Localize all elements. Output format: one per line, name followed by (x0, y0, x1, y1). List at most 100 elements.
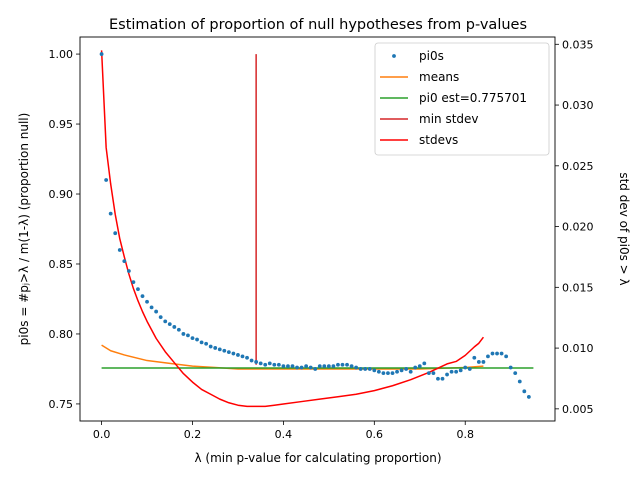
pi0s-point (204, 341, 209, 346)
pi0s-point (181, 332, 186, 336)
pi0s-point (390, 371, 395, 376)
pi0s-point (440, 376, 445, 381)
pi0s-point (131, 280, 136, 285)
pi0s-point (372, 368, 377, 373)
pi0s-point (222, 348, 227, 353)
pi0s-point (126, 269, 131, 273)
pi0s-point (504, 354, 509, 359)
pi0s-point (331, 364, 336, 369)
axes-layer: 0.0 0.2 0.4 0.6 0.8 0.75 0.80 0.85 0.90 0.95 1.00 0… (49, 38, 594, 441)
legend-label-min-stdev: min stdev (419, 112, 479, 126)
pi0s-point (258, 361, 263, 366)
pi0s-point (340, 362, 345, 367)
pi0s-point (508, 365, 513, 370)
legend-label-pi0s: pi0s (419, 49, 444, 63)
y-tick-label-left: 0.80 (49, 328, 74, 341)
pi0s-point (495, 351, 499, 356)
pi0s-point (313, 367, 318, 371)
pi0s-point (526, 395, 531, 399)
pi0s-point (336, 362, 340, 367)
pi0s-point (386, 371, 390, 376)
pi0s-point (290, 364, 295, 369)
pi0s-point (190, 336, 195, 341)
pi0s-point (104, 178, 109, 182)
y-tick-label-left: 1.00 (49, 48, 74, 61)
pi0s-point (454, 369, 459, 374)
pi0s-point (154, 309, 159, 314)
pi0s-point (99, 52, 104, 56)
pi0s-point (199, 340, 204, 345)
pi0s-point (476, 360, 481, 364)
legend-label-means: means (419, 70, 459, 84)
pi0s-point (226, 350, 231, 355)
pi0s-point (240, 354, 245, 359)
y-tick-label-right: 0.020 (562, 221, 594, 234)
pi0s-point (326, 364, 331, 369)
x-tick-label: 0.2 (184, 428, 202, 441)
legend-label-pi0-est-0-775701: pi0 est=0.775701 (419, 91, 527, 105)
legend-box (374, 42, 550, 156)
x-tick-label: 0.8 (456, 428, 474, 441)
pi0s-point (108, 211, 113, 216)
x-tick-label: 0.6 (366, 428, 384, 441)
pi0s-point (395, 369, 399, 374)
pi0s-point (431, 371, 436, 376)
y-tick-label-right: 0.015 (562, 281, 594, 294)
pi0s-point (231, 351, 236, 356)
pi0s-point (426, 371, 431, 376)
y-axis-label-left: pi0s = #pⱼ>λ / m(1-λ) (proportion null) (17, 113, 31, 346)
pi0s-point (467, 367, 472, 371)
pi0s-point (299, 365, 304, 370)
y-tick-label-right: 0.025 (562, 160, 594, 173)
pi0s-point (254, 360, 259, 364)
pi0s-point (436, 376, 440, 381)
y-tick-label-left: 0.90 (49, 188, 74, 201)
y-axis-label-right: std dev of pi0s > λ (617, 172, 631, 285)
legend-label-stdevs: stdevs (419, 133, 458, 147)
pi0s-point (376, 369, 381, 374)
stdevs-line (100, 50, 485, 408)
x-tick-label: 0.4 (275, 428, 293, 441)
pi0s-point (363, 367, 368, 371)
pi0s-point (145, 299, 149, 304)
pi0s-point (417, 364, 422, 369)
pi0s-point (354, 365, 359, 370)
y-tick-label-right: 0.035 (562, 38, 594, 51)
pi0s-point (217, 347, 222, 352)
pi0s-point (195, 337, 199, 342)
pi0s-point (113, 231, 118, 236)
pi0s-point (322, 364, 327, 369)
pi0s-point (499, 351, 504, 356)
pi0s-point (481, 360, 486, 364)
pi0s-point (486, 354, 490, 359)
pi0s-point (308, 365, 313, 370)
pi0s-point (422, 361, 427, 366)
pi0s-point (172, 325, 177, 329)
plot-frame (79, 36, 556, 422)
pi0s-point (122, 259, 127, 264)
pi0s-point (281, 364, 286, 369)
pi0s-point (517, 379, 522, 384)
pi0s-point (158, 315, 163, 320)
pi0s-point (167, 322, 172, 327)
pi0s-point (472, 355, 477, 360)
pi0s-point (163, 319, 168, 324)
pi0s-point (136, 287, 140, 292)
pi0s-point (463, 365, 468, 370)
pi0s-point (236, 353, 240, 357)
legend-marker-pi0s (392, 54, 396, 58)
chart-title: Estimation of proportion of null hypothe… (109, 17, 527, 33)
pi0s-point (186, 333, 190, 338)
x-tick-label: 0.0 (93, 428, 111, 441)
pi0s-point (176, 327, 181, 332)
pi0s-point (404, 367, 409, 371)
pi0s-point (267, 361, 272, 366)
pi0s-point (213, 346, 218, 350)
pi0s-point (490, 351, 495, 356)
pi0s-point (522, 389, 527, 394)
pi0s-point (345, 362, 349, 367)
pi0s-point (304, 364, 309, 369)
pi0s-point (317, 364, 322, 369)
y-tick-label-right: 0.030 (562, 99, 594, 112)
